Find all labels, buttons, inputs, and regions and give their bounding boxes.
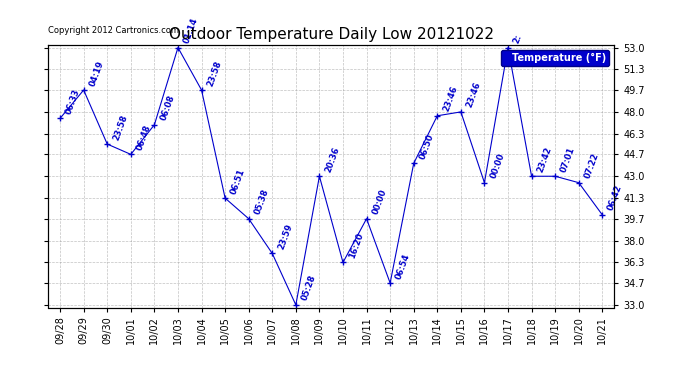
Text: 16:20: 16:20 [347,231,365,260]
Text: 23:59: 23:59 [277,223,294,251]
Text: 23:58: 23:58 [111,113,129,141]
Text: 07:22: 07:22 [583,152,600,180]
Text: 23:46: 23:46 [465,81,482,109]
Text: 06:51: 06:51 [229,167,247,195]
Text: 06:48: 06:48 [135,123,152,152]
Text: 01:14: 01:14 [182,16,199,45]
Text: 23:58: 23:58 [206,59,224,87]
Text: 06:33: 06:33 [64,88,82,116]
Text: 05:28: 05:28 [300,274,317,302]
Text: 2:: 2: [512,33,524,45]
Text: 00:00: 00:00 [371,188,388,216]
Text: 23:42: 23:42 [535,145,553,174]
Text: 23:46: 23:46 [442,85,459,113]
Text: 04:19: 04:19 [88,59,106,87]
Text: 05:38: 05:38 [253,188,270,216]
Text: 06:50: 06:50 [418,132,435,160]
Title: Outdoor Temperature Daily Low 20121022: Outdoor Temperature Daily Low 20121022 [168,27,494,42]
Text: 07:01: 07:01 [560,146,577,174]
Text: 06:42: 06:42 [607,184,624,212]
Text: 06:08: 06:08 [159,94,176,122]
Legend: Temperature (°F): Temperature (°F) [502,50,609,66]
Text: Copyright 2012 Cartronics.com: Copyright 2012 Cartronics.com [48,26,179,34]
Text: 06:54: 06:54 [394,252,412,280]
Text: 00:00: 00:00 [489,152,506,180]
Text: 20:36: 20:36 [324,146,341,174]
